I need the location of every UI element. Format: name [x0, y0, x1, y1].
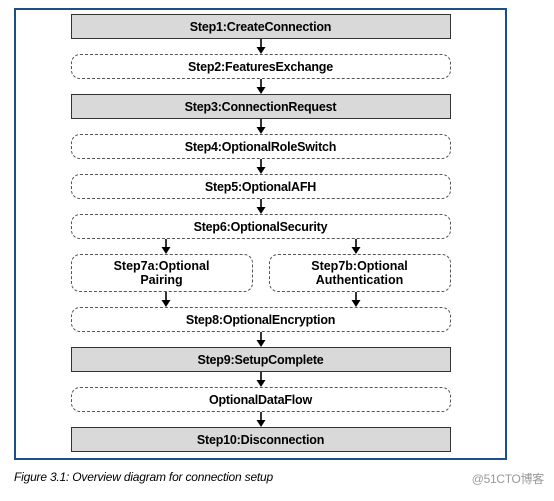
- step-2-label: Step2:FeaturesExchange: [188, 60, 333, 74]
- step-8-box: Step8:OptionalEncryption: [71, 307, 451, 332]
- step-5-label: Step5:OptionalAFH: [205, 180, 316, 194]
- step-2-box: Step2:FeaturesExchange: [71, 54, 451, 79]
- step-8-label: Step8:OptionalEncryption: [186, 313, 335, 327]
- step-9-label: Step9:SetupComplete: [197, 353, 323, 367]
- step-9-box: Step9:SetupComplete: [71, 347, 451, 372]
- arrow-6-7: [71, 239, 451, 254]
- step-4-label: Step4:OptionalRoleSwitch: [185, 140, 336, 154]
- arrow-9-df: [254, 372, 268, 387]
- arrow-3-4: [254, 119, 268, 134]
- arrow-df-10: [254, 412, 268, 427]
- arrow-4-5: [254, 159, 268, 174]
- step-6-box: Step6:OptionalSecurity: [71, 214, 451, 239]
- step-7b-box: Step7b:Optional Authentication: [269, 254, 451, 292]
- step-dataflow-box: OptionalDataFlow: [71, 387, 451, 412]
- arrow-5-6: [254, 199, 268, 214]
- step-10-label: Step10:Disconnection: [197, 433, 324, 447]
- step-6-label: Step6:OptionalSecurity: [194, 220, 328, 234]
- arrow-8-9: [254, 332, 268, 347]
- step-1-box: Step1:CreateConnection: [71, 14, 451, 39]
- arrow-2-3: [254, 79, 268, 94]
- diagram-frame: Step1:CreateConnection Step2:FeaturesExc…: [14, 8, 507, 460]
- arrow-1-2: [254, 39, 268, 54]
- arrow-7-8: [71, 292, 451, 307]
- step-7b-label: Step7b:Optional Authentication: [311, 259, 408, 288]
- step-7a-label: Step7a:Optional Pairing: [114, 259, 210, 288]
- figure-caption: Figure 3.1: Overview diagram for connect…: [14, 470, 273, 484]
- step-1-label: Step1:CreateConnection: [190, 20, 331, 34]
- step-dataflow-label: OptionalDataFlow: [209, 393, 312, 407]
- watermark-text: @51CTO博客: [472, 470, 544, 487]
- step-10-box: Step10:Disconnection: [71, 427, 451, 452]
- step-4-box: Step4:OptionalRoleSwitch: [71, 134, 451, 159]
- step-7-row: Step7a:Optional Pairing Step7b:Optional …: [71, 254, 451, 292]
- step-5-box: Step5:OptionalAFH: [71, 174, 451, 199]
- step-3-box: Step3:ConnectionRequest: [71, 94, 451, 119]
- step-3-label: Step3:ConnectionRequest: [185, 100, 337, 114]
- step-7a-box: Step7a:Optional Pairing: [71, 254, 253, 292]
